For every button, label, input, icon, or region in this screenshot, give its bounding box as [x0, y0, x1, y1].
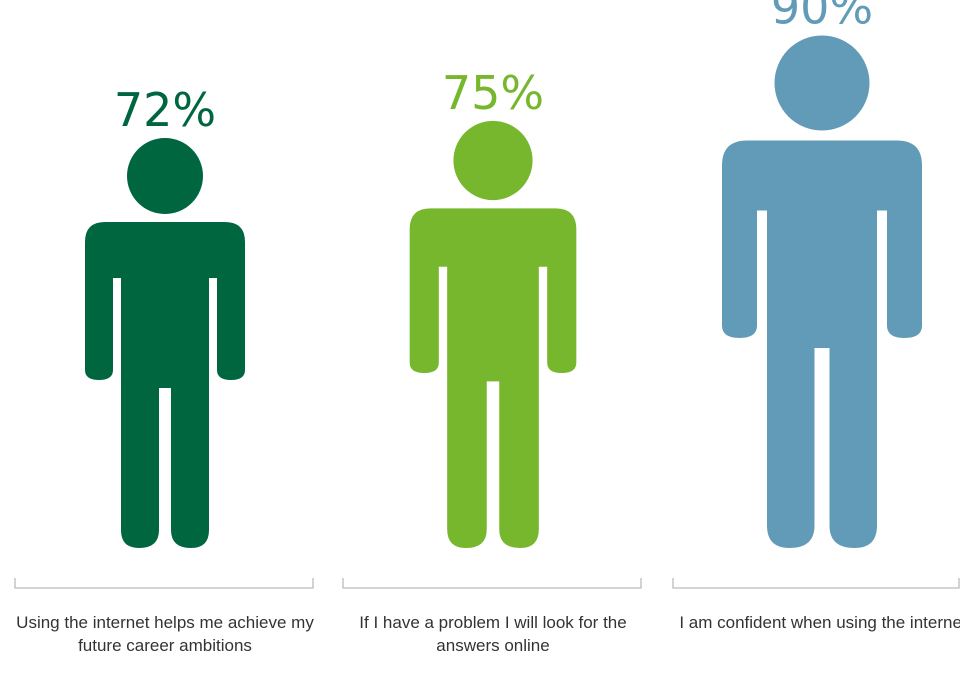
category-bracket-2 — [342, 578, 642, 589]
caption-confident-internet: I am confident when using the internet — [679, 613, 960, 632]
figure-body — [85, 222, 245, 548]
caption-career-ambitions: Using the internet helps me achieve my f… — [16, 613, 314, 655]
figure-head — [453, 120, 533, 201]
figure-head — [127, 138, 203, 214]
value-label-3: 90% — [771, 0, 873, 35]
category-bracket-3 — [672, 578, 960, 589]
figure-head — [774, 35, 870, 131]
person-figure-2 — [409, 120, 577, 548]
caption-answers-online: If I have a problem I will look for the … — [359, 613, 627, 655]
figure-body — [722, 140, 922, 548]
category-bracket-1 — [14, 578, 314, 589]
person-figure-1 — [85, 138, 245, 548]
person-figure-3 — [722, 35, 922, 548]
value-label-1: 72% — [114, 83, 216, 137]
value-label-2: 75% — [442, 66, 544, 120]
figure-body — [409, 208, 577, 548]
